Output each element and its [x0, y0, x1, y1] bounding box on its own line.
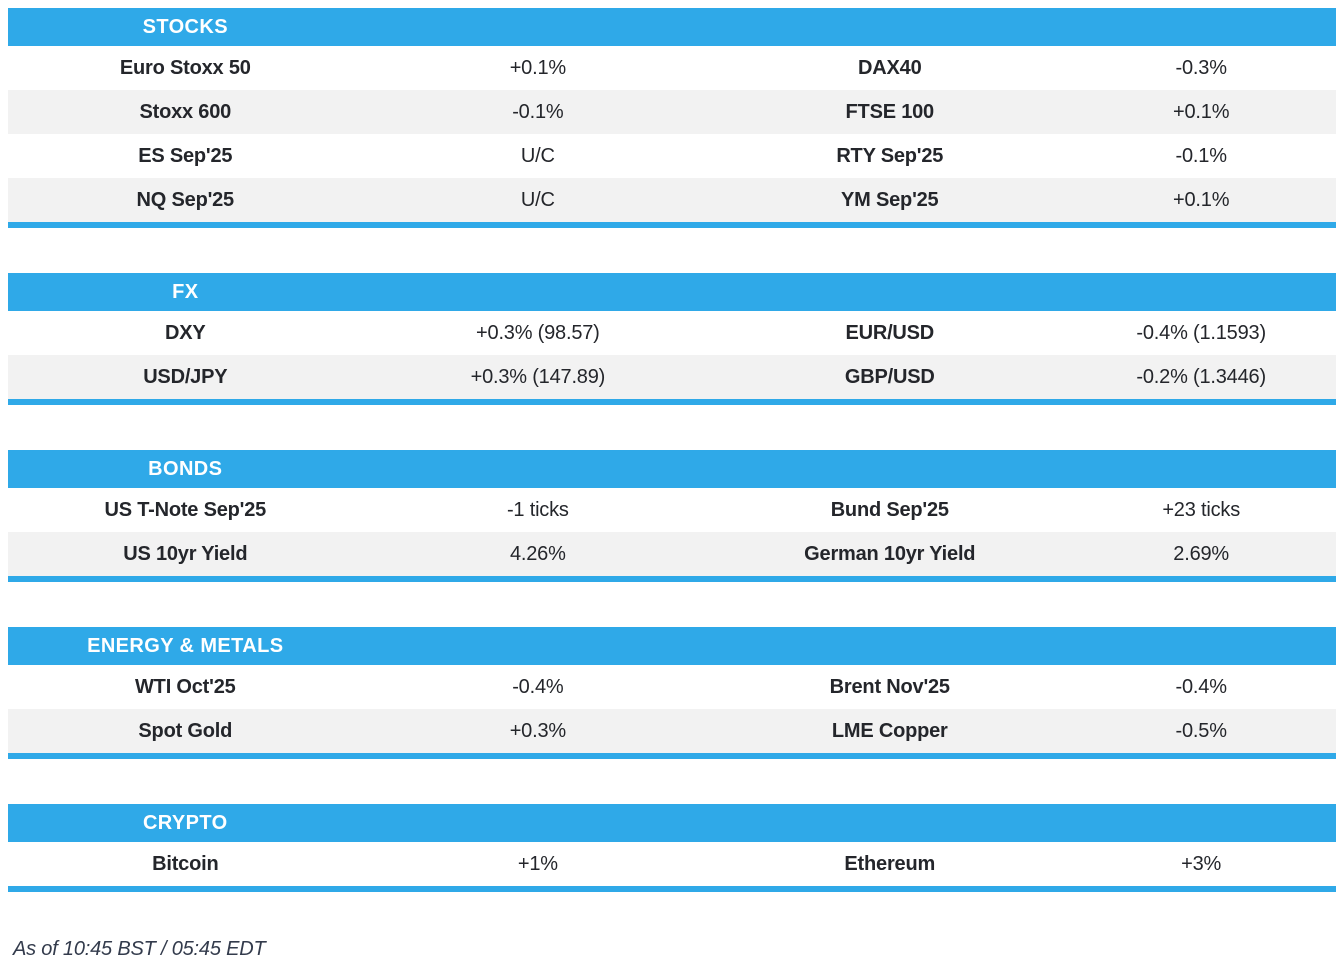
- table-row: US 10yr Yield 4.26% German 10yr Yield 2.…: [8, 532, 1336, 576]
- section-header: FX: [8, 273, 1336, 311]
- instrument-change: -0.4% (1.1593): [1136, 321, 1266, 344]
- market-section: STOCKS Euro Stoxx 50 +0.1% DAX40 -0.3% S…: [8, 8, 1336, 228]
- section-header: CRYPTO: [8, 804, 1336, 842]
- timestamp-note: As of 10:45 BST / 05:45 EDT: [13, 938, 266, 960]
- market-section: BONDS US T-Note Sep'25 -1 ticks Bund Sep…: [8, 450, 1336, 582]
- table-row: WTI Oct'25 -0.4% Brent Nov'25 -0.4%: [8, 665, 1336, 709]
- instrument-name: Bund Sep'25: [830, 498, 949, 521]
- instrument-name: WTI Oct'25: [135, 675, 236, 698]
- table-row: NQ Sep'25 U/C YM Sep'25 +0.1%: [8, 178, 1336, 222]
- section-header: ENERGY & METALS: [8, 627, 1336, 665]
- instrument-name: FTSE 100: [845, 100, 935, 123]
- instrument-name: YM Sep'25: [841, 188, 939, 211]
- instrument-name: USD/JPY: [143, 365, 228, 388]
- section-title: BONDS: [148, 457, 223, 480]
- instrument-name: RTY Sep'25: [836, 144, 944, 167]
- instrument-name: EUR/USD: [845, 321, 935, 344]
- instrument-change: -0.5%: [1175, 719, 1227, 742]
- instrument-change: -0.1%: [512, 100, 564, 123]
- section-title: STOCKS: [142, 15, 228, 38]
- instrument-change: +0.3%: [509, 719, 566, 742]
- instrument-name: US 10yr Yield: [123, 542, 248, 565]
- instrument-change: -0.3%: [1175, 56, 1227, 79]
- instrument-name: Stoxx 600: [139, 100, 232, 123]
- instrument-name: Euro Stoxx 50: [119, 56, 251, 79]
- instrument-change: +23 ticks: [1162, 498, 1240, 521]
- instrument-change: +0.1%: [1173, 188, 1230, 211]
- instrument-name: GBP/USD: [844, 365, 935, 388]
- instrument-change: 2.69%: [1173, 542, 1230, 565]
- instrument-change: +3%: [1181, 852, 1222, 875]
- table-row: USD/JPY +0.3% (147.89) GBP/USD -0.2% (1.…: [8, 355, 1336, 399]
- table-row: DXY +0.3% (98.57) EUR/USD -0.4% (1.1593): [8, 311, 1336, 355]
- table-row: Stoxx 600 -0.1% FTSE 100 +0.1%: [8, 90, 1336, 134]
- instrument-change: +0.1%: [509, 56, 566, 79]
- table-row: Spot Gold +0.3% LME Copper -0.5%: [8, 709, 1336, 753]
- instrument-change: -0.1%: [1175, 144, 1227, 167]
- instrument-name: Spot Gold: [138, 719, 233, 742]
- section-rows: DXY +0.3% (98.57) EUR/USD -0.4% (1.1593)…: [8, 311, 1336, 399]
- instrument-name: US T-Note Sep'25: [104, 498, 267, 521]
- section-rows: Euro Stoxx 50 +0.1% DAX40 -0.3% Stoxx 60…: [8, 46, 1336, 222]
- instrument-change: +0.3% (147.89): [470, 365, 606, 388]
- section-header: STOCKS: [8, 8, 1336, 46]
- section-rows: Bitcoin +1% Ethereum +3%: [8, 842, 1336, 886]
- market-section: FX DXY +0.3% (98.57) EUR/USD -0.4% (1.15…: [8, 273, 1336, 405]
- instrument-name: Brent Nov'25: [829, 675, 950, 698]
- instrument-name: NQ Sep'25: [136, 188, 235, 211]
- market-section: ENERGY & METALS WTI Oct'25 -0.4% Brent N…: [8, 627, 1336, 759]
- table-row: Bitcoin +1% Ethereum +3%: [8, 842, 1336, 886]
- market-section: CRYPTO Bitcoin +1% Ethereum +3%: [8, 804, 1336, 892]
- instrument-change: U/C: [520, 144, 555, 167]
- instrument-change: -0.4%: [1175, 675, 1227, 698]
- section-rows: WTI Oct'25 -0.4% Brent Nov'25 -0.4% Spot…: [8, 665, 1336, 753]
- section-title: ENERGY & METALS: [87, 634, 284, 657]
- instrument-name: DAX40: [858, 56, 922, 79]
- instrument-change: -0.4%: [512, 675, 564, 698]
- instrument-change: -0.2% (1.3446): [1136, 365, 1266, 388]
- instrument-change: +0.1%: [1173, 100, 1230, 123]
- instrument-change: U/C: [520, 188, 555, 211]
- table-row: ES Sep'25 U/C RTY Sep'25 -0.1%: [8, 134, 1336, 178]
- instrument-change: -1 ticks: [506, 498, 569, 521]
- section-header: BONDS: [8, 450, 1336, 488]
- instrument-change: +1%: [517, 852, 558, 875]
- instrument-change: +0.3% (98.57): [476, 321, 600, 344]
- instrument-name: ES Sep'25: [138, 144, 233, 167]
- section-title: CRYPTO: [142, 811, 228, 834]
- table-row: US T-Note Sep'25 -1 ticks Bund Sep'25 +2…: [8, 488, 1336, 532]
- instrument-name: Ethereum: [844, 852, 936, 875]
- instrument-name: German 10yr Yield: [804, 542, 976, 565]
- instrument-name: LME Copper: [831, 719, 948, 742]
- section-rows: US T-Note Sep'25 -1 ticks Bund Sep'25 +2…: [8, 488, 1336, 576]
- section-title: FX: [172, 280, 199, 303]
- market-tables: STOCKS Euro Stoxx 50 +0.1% DAX40 -0.3% S…: [8, 8, 1336, 892]
- instrument-change: 4.26%: [509, 542, 566, 565]
- table-row: Euro Stoxx 50 +0.1% DAX40 -0.3%: [8, 46, 1336, 90]
- instrument-name: DXY: [165, 321, 206, 344]
- instrument-name: Bitcoin: [152, 852, 219, 875]
